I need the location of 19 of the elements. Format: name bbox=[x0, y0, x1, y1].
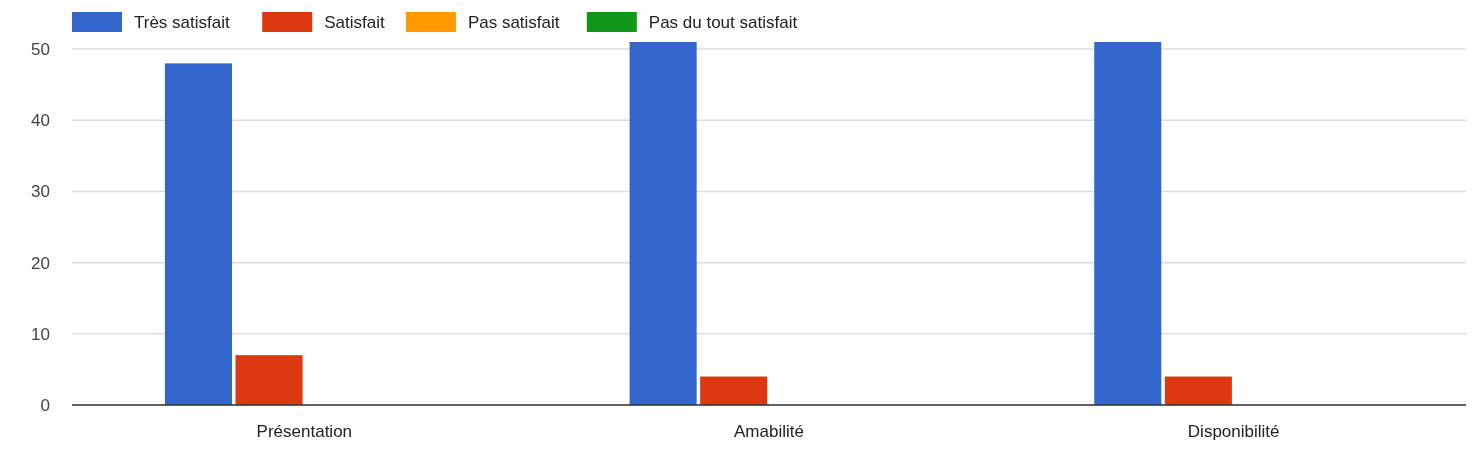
bar bbox=[700, 376, 768, 405]
bar bbox=[1164, 376, 1232, 405]
y-tick-label: 50 bbox=[31, 40, 50, 60]
bar bbox=[164, 63, 232, 405]
y-tick-label: 10 bbox=[31, 324, 50, 344]
x-tick-label: Amabilité bbox=[734, 422, 804, 441]
legend-label: Pas du tout satisfait bbox=[648, 12, 798, 32]
x-tick-label: Disponibilité bbox=[1187, 422, 1280, 441]
y-tick-label: 20 bbox=[31, 253, 50, 273]
y-tick-label: 30 bbox=[31, 182, 50, 202]
bar bbox=[235, 355, 303, 405]
legend-label: Satisfait bbox=[324, 12, 385, 32]
bar bbox=[1094, 42, 1162, 405]
y-tick-label: 0 bbox=[40, 395, 50, 415]
bar bbox=[629, 42, 697, 405]
legend-label: Très satisfait bbox=[134, 12, 230, 32]
y-tick-label: 40 bbox=[31, 111, 50, 131]
x-tick-label: Présentation bbox=[256, 422, 353, 441]
legend-label: Pas satisfait bbox=[467, 12, 560, 32]
